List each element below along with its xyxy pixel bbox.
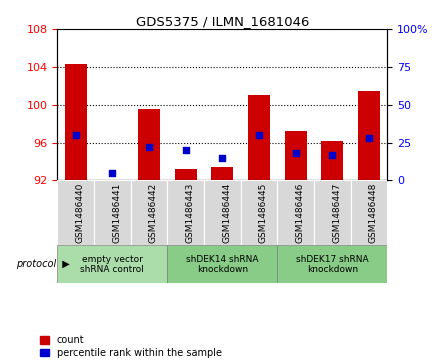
- Text: GSM1486445: GSM1486445: [259, 183, 268, 243]
- Text: GSM1486446: GSM1486446: [296, 183, 304, 243]
- Text: GSM1486442: GSM1486442: [149, 183, 158, 243]
- Bar: [57, 180, 94, 245]
- Bar: [351, 180, 387, 245]
- Bar: [131, 180, 167, 245]
- Bar: [277, 245, 387, 283]
- Text: GSM1486447: GSM1486447: [332, 183, 341, 243]
- Bar: [65, 64, 87, 180]
- Bar: [167, 245, 277, 283]
- Text: ▶: ▶: [56, 259, 70, 269]
- Point: [72, 132, 79, 138]
- Text: GSM1486440: GSM1486440: [76, 183, 84, 243]
- Bar: [175, 169, 197, 180]
- Title: GDS5375 / ILMN_1681046: GDS5375 / ILMN_1681046: [136, 15, 309, 28]
- Bar: [211, 167, 233, 180]
- Bar: [94, 180, 131, 245]
- Bar: [248, 95, 270, 180]
- Text: empty vector
shRNA control: empty vector shRNA control: [80, 254, 144, 274]
- Bar: [204, 180, 241, 245]
- Text: shDEK17 shRNA
knockdown: shDEK17 shRNA knockdown: [296, 254, 369, 274]
- Bar: [285, 131, 307, 180]
- Bar: [321, 141, 343, 180]
- Text: GSM1486443: GSM1486443: [186, 183, 194, 243]
- Point: [109, 170, 116, 176]
- Text: GSM1486441: GSM1486441: [112, 183, 121, 243]
- Point: [219, 155, 226, 160]
- Bar: [167, 180, 204, 245]
- Bar: [277, 180, 314, 245]
- Text: GSM1486444: GSM1486444: [222, 183, 231, 243]
- Text: shDEK14 shRNA
knockdown: shDEK14 shRNA knockdown: [186, 254, 258, 274]
- Point: [365, 135, 372, 141]
- Point: [255, 132, 262, 138]
- Text: GSM1486448: GSM1486448: [369, 183, 378, 243]
- Bar: [314, 180, 351, 245]
- Legend: count, percentile rank within the sample: count, percentile rank within the sample: [40, 335, 222, 358]
- Bar: [358, 90, 380, 180]
- Bar: [101, 180, 123, 182]
- Point: [292, 150, 299, 156]
- Bar: [57, 245, 167, 283]
- Bar: [241, 180, 277, 245]
- Text: protocol: protocol: [16, 259, 56, 269]
- Point: [329, 152, 336, 158]
- Point: [145, 144, 152, 150]
- Bar: [138, 110, 160, 180]
- Point: [182, 147, 189, 153]
